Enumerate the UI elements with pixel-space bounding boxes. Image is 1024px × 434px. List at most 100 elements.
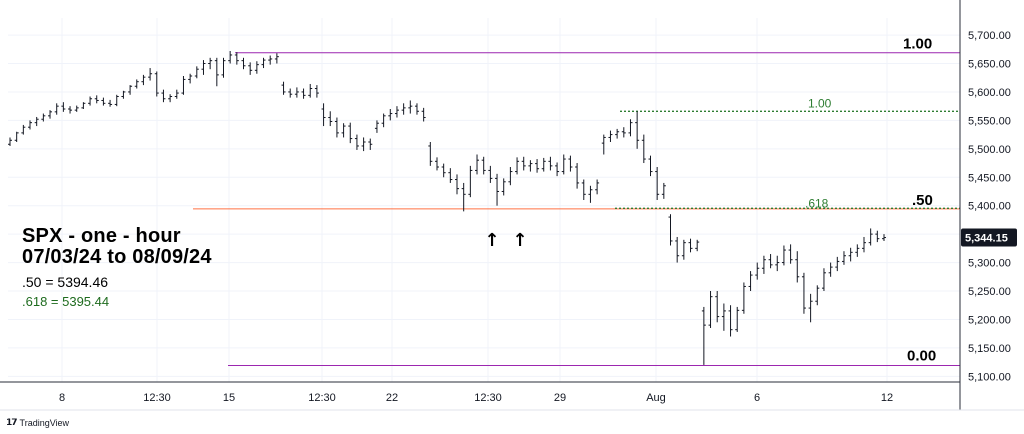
ohlc-bar — [228, 50, 233, 64]
ohlc-bar — [48, 110, 53, 119]
ohlc-bar — [141, 74, 146, 86]
ohlc-bar — [121, 90, 126, 99]
ohlc-bar — [161, 89, 166, 103]
ohlc-bar — [541, 157, 546, 172]
ohlc-bar — [81, 102, 86, 109]
ohlc-bar — [661, 182, 666, 199]
ohlc-bar — [795, 251, 800, 283]
ohlc-bar — [535, 159, 540, 173]
ohlc-bar — [608, 130, 613, 142]
ohlc-bar — [154, 71, 159, 97]
y-tick-label: 5,300.00 — [968, 258, 1011, 270]
y-tick-label: 5,650.00 — [968, 59, 1011, 71]
level-label-big-1.00: 1.00 — [903, 36, 932, 53]
ohlc-bar — [695, 239, 700, 252]
ohlc-bar — [108, 99, 113, 107]
annotations: ↑ ↑ — [484, 230, 527, 251]
ohlc-bar — [815, 285, 820, 306]
ohlc-bar — [114, 94, 119, 107]
ohlc-bar — [595, 179, 600, 195]
ohlc-bar — [321, 103, 326, 127]
ohlc-bar — [568, 155, 573, 172]
ohlc-bar — [841, 251, 846, 265]
ohlc-bar — [521, 156, 526, 171]
ohlc-bar — [855, 244, 860, 257]
ohlc-bar — [728, 305, 733, 337]
level-label-small-1.00: 1.00 — [808, 96, 832, 110]
y-tick-label: 5,100.00 — [968, 371, 1011, 383]
ohlc-bar — [168, 94, 173, 103]
ohlc-bar — [88, 96, 93, 106]
ohlc-bar — [261, 57, 266, 69]
ohlc-bar — [681, 239, 686, 260]
chart-date-range: 07/03/24 to 08/09/24 — [22, 246, 212, 268]
ohlc-bar — [808, 293, 813, 323]
y-tick-label: 5,200.00 — [968, 314, 1011, 326]
level-label-big-0.00: 0.00 — [907, 348, 936, 365]
ohlc-bar — [868, 228, 873, 246]
ohlc-bar — [761, 255, 766, 274]
last-price-tag: 5,344.15 — [961, 228, 1017, 247]
chart-title: SPX - one - hour — [22, 225, 181, 247]
x-tick-label: 8 — [59, 392, 65, 404]
ohlc-bar — [701, 306, 706, 365]
ohlc-bar — [655, 167, 660, 200]
ohlc-bar — [768, 254, 773, 269]
ohlc-bar — [394, 106, 399, 118]
legend-block: SPX - one - hour 07/03/24 to 08/09/24 .5… — [22, 225, 212, 310]
ohlc-bar — [281, 81, 286, 95]
ohlc-bar — [28, 120, 33, 130]
ohlc-bar — [341, 123, 346, 138]
ohlc-bar — [208, 57, 213, 70]
ohlc-bar — [148, 68, 153, 81]
ohlc-bar — [68, 106, 73, 114]
ohlc-bar — [248, 62, 253, 75]
x-tick-label: Aug — [646, 392, 666, 404]
y-tick-label: 5,250.00 — [968, 286, 1011, 298]
ohlc-bar — [314, 85, 319, 98]
y-tick-label: 5,600.00 — [968, 87, 1011, 99]
ohlc-bar — [575, 163, 580, 189]
ohlc-bar — [128, 85, 133, 95]
ohlc-bar — [408, 100, 413, 114]
ohlc-bar — [748, 271, 753, 291]
ohlc-bar — [581, 179, 586, 200]
ohlc-bar — [434, 157, 439, 171]
ohlc-bar — [8, 137, 12, 146]
ohlc-bar — [601, 134, 606, 155]
y-tick-label: 5,450.00 — [968, 172, 1011, 184]
ohlc-bar — [882, 234, 886, 241]
ohlc-bar — [61, 102, 66, 112]
ohlc-bar — [455, 174, 460, 195]
x-tick-label: 15 — [223, 392, 235, 404]
ohlc-bar — [848, 247, 853, 262]
ohlc-bar — [475, 154, 480, 175]
ohlc-bar — [94, 95, 99, 104]
ohlc-bar — [414, 103, 419, 115]
ohlc-bar — [241, 57, 246, 70]
ohlc-bar — [755, 262, 760, 280]
level-label-small-.618: .618 — [805, 196, 829, 210]
ohlc-bar — [201, 60, 206, 75]
ohlc-bar — [615, 128, 620, 139]
ohlc-bar — [675, 236, 680, 263]
level-label-big-.50: .50 — [912, 192, 933, 209]
ohlc-bar — [268, 55, 273, 65]
ohlc-bar — [735, 306, 740, 332]
ohlc-bar — [214, 57, 219, 87]
ohlc-bar — [374, 120, 379, 133]
ohlc-bar — [741, 282, 746, 314]
ohlc-bar — [515, 157, 520, 175]
ohlc-bar — [194, 66, 199, 79]
brand-text: TradingView — [19, 417, 70, 428]
x-tick-label: 12:30 — [308, 392, 336, 404]
ohlc-bar — [588, 185, 593, 203]
ohlc-bar — [635, 111, 640, 149]
ohlc-bar — [468, 165, 473, 198]
ohlc-bar — [721, 303, 726, 331]
ohlc-bar — [101, 97, 106, 106]
ohlc-bar — [801, 272, 806, 314]
ohlc-bar — [428, 141, 433, 166]
